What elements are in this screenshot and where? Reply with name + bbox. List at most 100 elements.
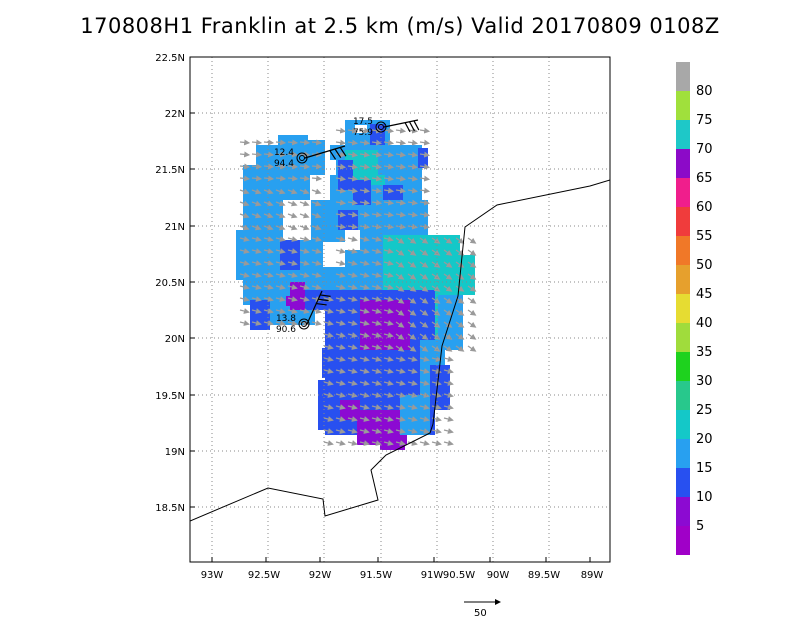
wind-vector [371, 428, 382, 434]
wind-vector [455, 345, 465, 352]
wind-vector [335, 127, 347, 134]
barb-staff [304, 145, 346, 159]
wind-vector [359, 127, 371, 134]
wind-vector [407, 199, 419, 206]
colorbar-label: 55 [696, 229, 713, 244]
wind-vector [299, 308, 310, 314]
wind-vector [383, 260, 394, 266]
colorbar-label: 10 [696, 490, 713, 505]
wind-vector [347, 368, 358, 374]
wind-vector [347, 332, 358, 338]
wind-vector [239, 163, 251, 170]
colorbar-label: 50 [696, 258, 713, 273]
wind-vector [371, 440, 382, 446]
wind-vector [263, 260, 274, 266]
wind-vector [263, 320, 274, 326]
wind-speed-cell [430, 365, 450, 410]
wind-vector [299, 284, 310, 290]
wind-vector [371, 236, 382, 242]
wind-vector [263, 212, 274, 219]
wind-vector [383, 296, 394, 302]
wind-vector [407, 187, 419, 194]
lat-tick-label: 21.5N [155, 165, 185, 176]
wind-vector [275, 320, 286, 326]
observation-marker [298, 318, 310, 330]
wind-vector [443, 416, 454, 422]
wind-vector [443, 285, 453, 292]
observation-marker-inner [299, 155, 305, 161]
wind-vector [443, 261, 453, 268]
wind-vector [347, 428, 358, 434]
wind-vector [311, 188, 322, 195]
wind-vector [323, 428, 334, 434]
wind-vector [347, 211, 359, 218]
wind-vector [383, 308, 394, 314]
colorbar-segment [676, 410, 690, 439]
wind-vector [335, 260, 346, 266]
wind-vector [287, 284, 298, 290]
wind-vector [395, 440, 406, 446]
wind-vector [467, 249, 477, 256]
wind-vector [239, 200, 250, 207]
wind-vector [323, 380, 334, 386]
wind-vector [359, 151, 371, 158]
wind-vector [251, 308, 262, 314]
wind-vector [239, 296, 250, 302]
lat-tick-label: 19N [165, 447, 185, 458]
wind-vector [443, 321, 453, 328]
wind-vector [359, 308, 370, 314]
wind-vector [407, 368, 418, 374]
colorbar-segment [676, 381, 690, 410]
lat-tick-label: 18.5N [155, 503, 185, 514]
wind-vector [359, 163, 371, 170]
wind-vector [287, 212, 298, 219]
wind-vector [431, 356, 442, 362]
wind-vector [443, 309, 453, 316]
barb-flag [339, 147, 347, 157]
latitude-labels: 22.5N 22N 21.5N 21N 20.5N 20N 19.5N 19N 18.5N [155, 53, 185, 514]
wind-vector [407, 237, 417, 244]
wind-vector [275, 139, 287, 146]
wind-vector [347, 320, 358, 326]
wind-vector [431, 285, 441, 292]
observation: 13.890.6 [276, 314, 310, 335]
wind-vector [395, 321, 405, 328]
wind-vector [431, 345, 441, 352]
colorbar-segment [676, 265, 690, 294]
wind-vector [419, 237, 429, 244]
wind-vector [299, 139, 311, 146]
wind-vector [383, 151, 395, 158]
wind-vector [407, 416, 418, 422]
wind-vector [287, 296, 298, 302]
wind-speed-cell [340, 400, 360, 420]
wind-vector [443, 404, 454, 410]
wind-vector [335, 211, 347, 218]
wind-vector [251, 272, 262, 278]
wind-vector [443, 273, 453, 280]
wind-vector [335, 272, 346, 278]
wind-vector [371, 248, 382, 254]
wind-vector [383, 248, 394, 254]
wind-vector [455, 321, 465, 328]
wind-vector [407, 285, 417, 292]
wind-vector [323, 308, 334, 314]
wind-vector [395, 345, 405, 352]
wind-vector [371, 416, 382, 422]
wind-vector [251, 236, 262, 242]
wind-vector [431, 428, 442, 434]
wind-vector [311, 200, 322, 207]
wind-vector [251, 212, 262, 219]
wind-vector [335, 404, 346, 410]
wind-vector [251, 139, 263, 146]
wind-vector [323, 440, 334, 446]
wind-vector [263, 236, 274, 242]
wind-vector [455, 261, 465, 268]
wind-vector [443, 345, 453, 352]
wind-vector [419, 404, 430, 410]
wind-vector [263, 272, 274, 278]
wind-vector [407, 440, 418, 446]
wind-vector [371, 199, 383, 206]
wind-vector [335, 163, 347, 170]
colorbar-segment [676, 294, 690, 323]
